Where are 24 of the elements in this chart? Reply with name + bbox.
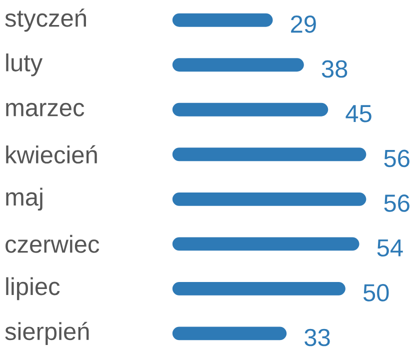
y-tick-label: sierpień: [5, 322, 89, 346]
y-tick-label: maj: [6, 188, 42, 211]
data-label: 50: [363, 284, 389, 302]
bar: [172, 237, 360, 251]
data-label: 29: [291, 16, 316, 34]
data-label: 56: [384, 150, 410, 168]
bar: [172, 326, 287, 340]
y-tick-label: luty: [6, 54, 43, 77]
data-label: 33: [304, 329, 330, 346]
bar: [172, 192, 366, 206]
y-tick-label: czerwiec: [6, 235, 100, 254]
data-label: 45: [346, 105, 372, 122]
data-label: 54: [377, 240, 403, 257]
y-tick-label: kwiecień: [6, 145, 97, 164]
bar: [172, 14, 273, 28]
data-label: 56: [384, 194, 410, 212]
y-tick-label: lipiec: [6, 277, 60, 300]
bar: [172, 103, 328, 117]
y-tick-label: marzec: [6, 103, 84, 117]
bar: [172, 148, 366, 162]
y-tick-label: styczeń: [5, 8, 86, 32]
bar: [172, 282, 346, 296]
data-label: 38: [322, 60, 348, 78]
bar: [172, 58, 304, 72]
